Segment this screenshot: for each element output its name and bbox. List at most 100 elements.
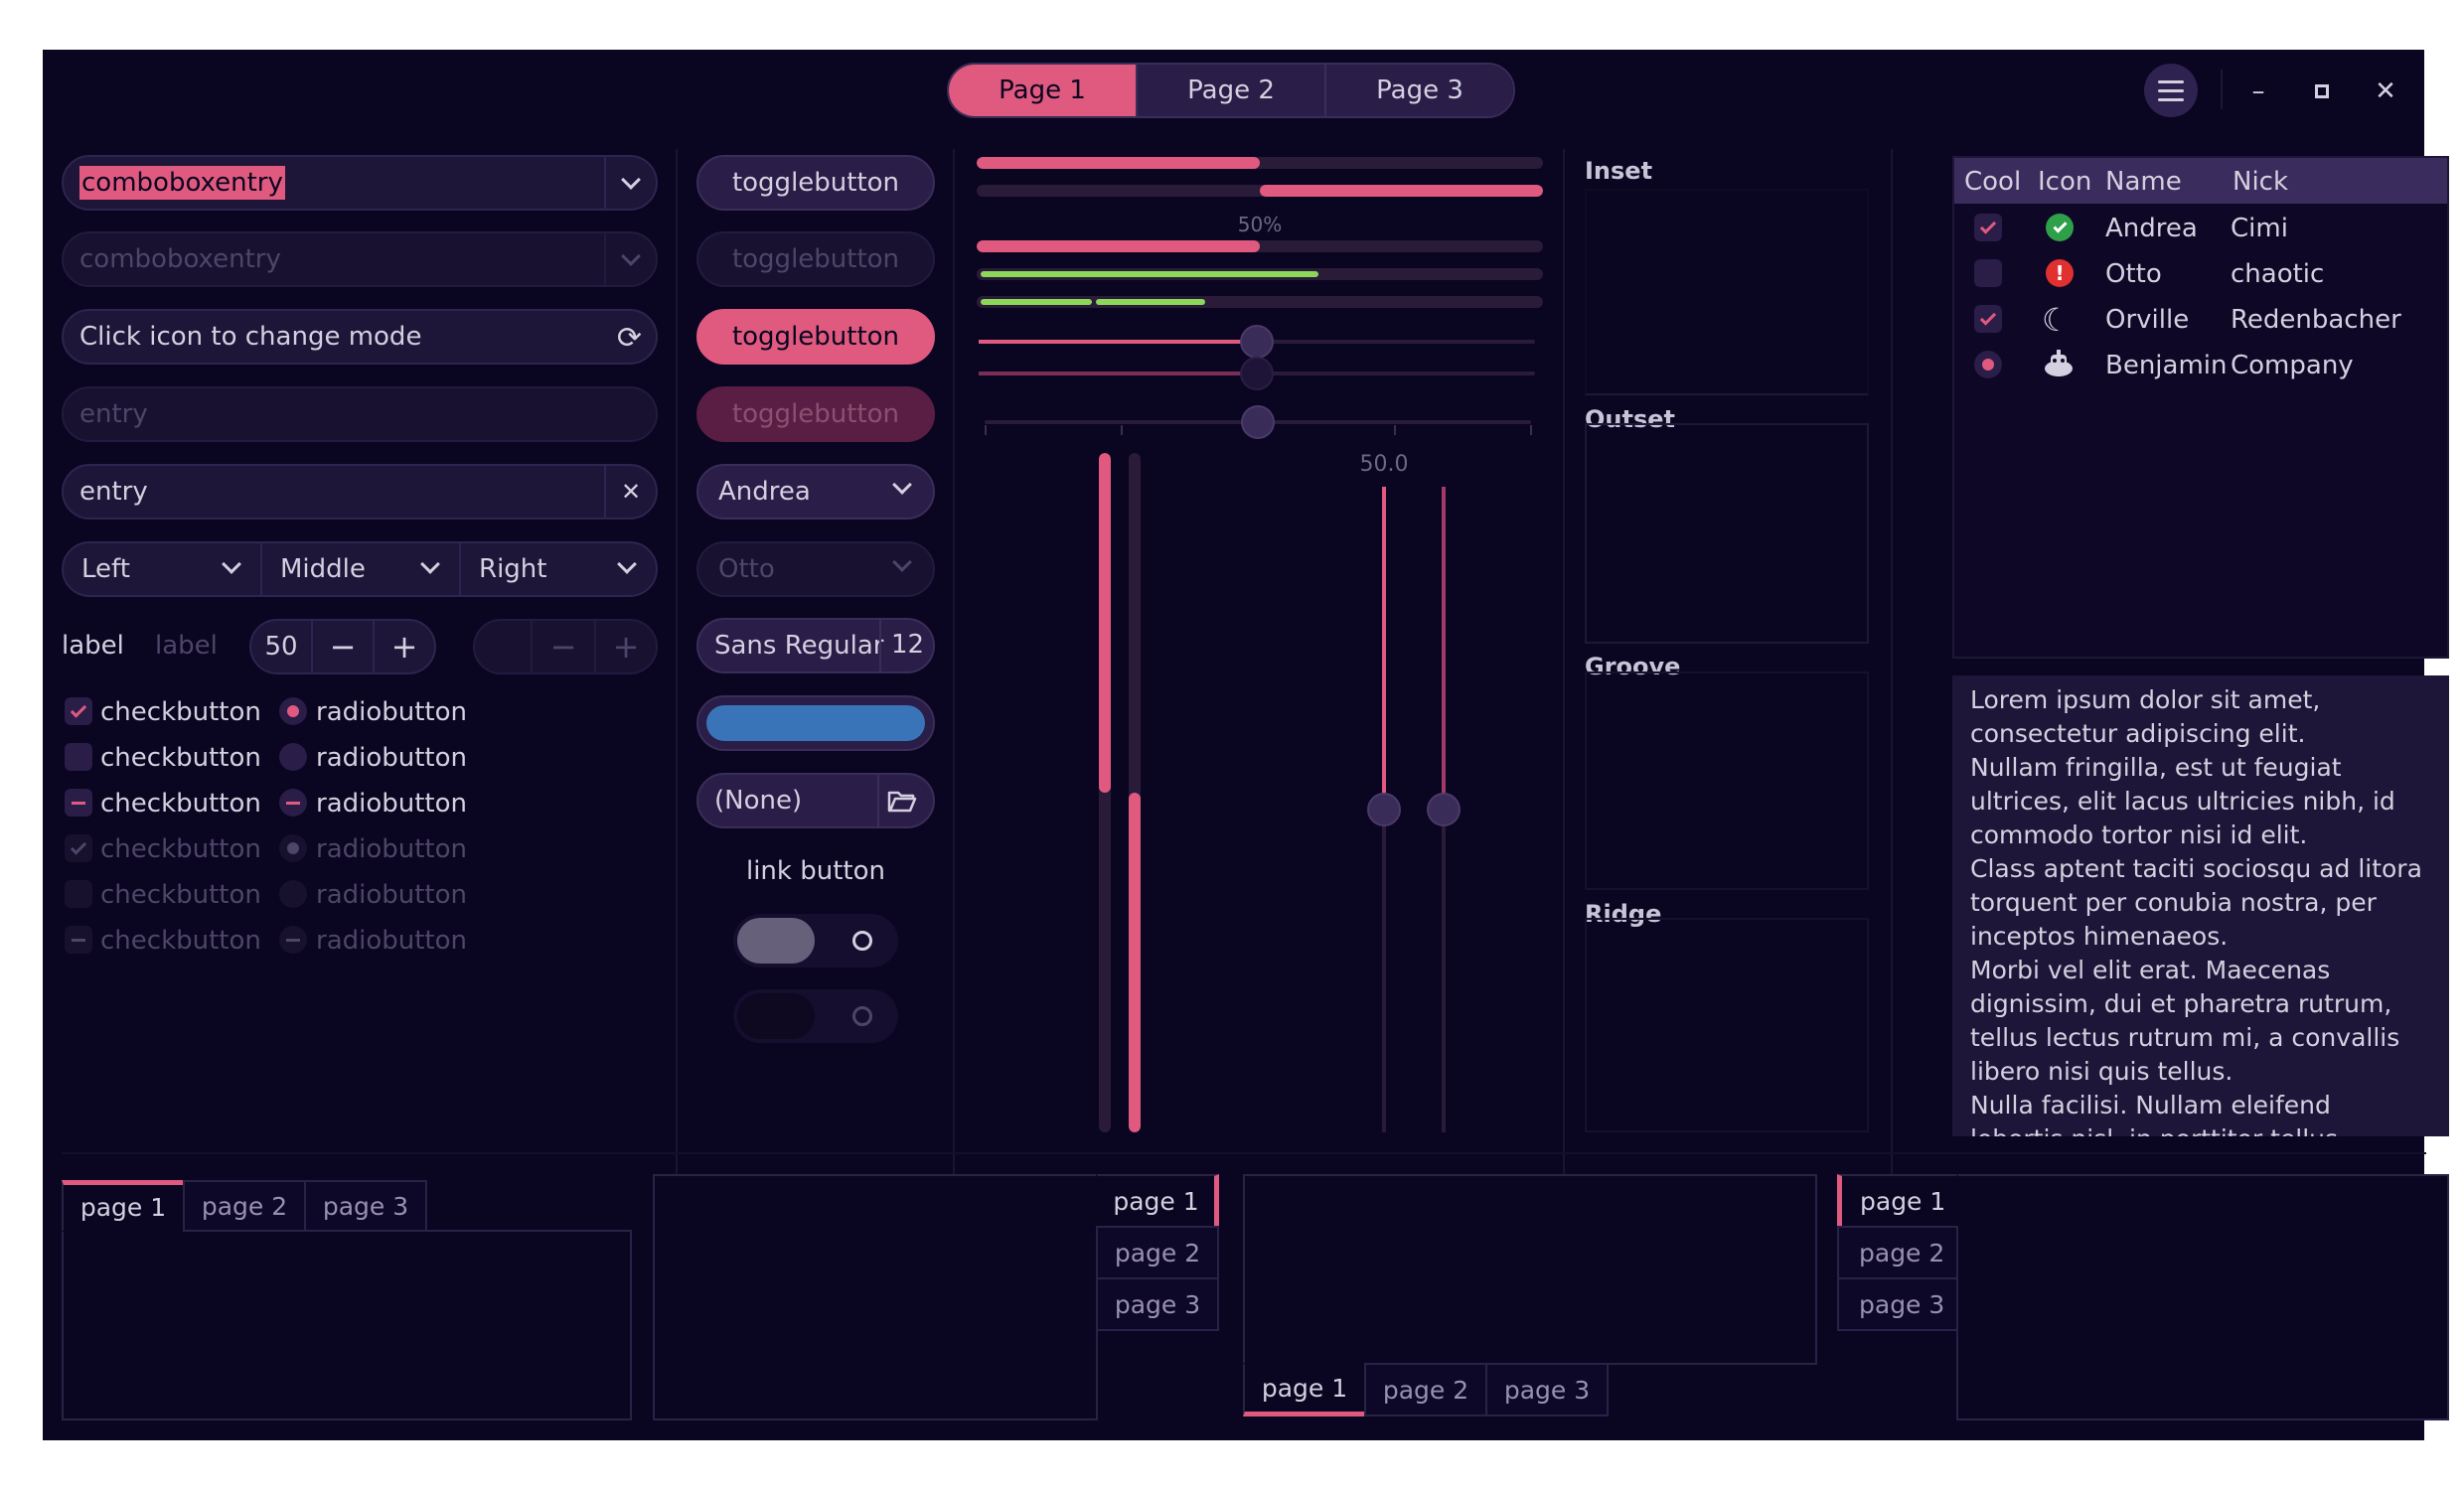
link-button[interactable]: link button bbox=[745, 856, 885, 886]
column-header-nick[interactable]: Nick bbox=[2233, 167, 2289, 197]
color-button[interactable] bbox=[696, 695, 935, 751]
menu-button[interactable] bbox=[2144, 64, 2198, 117]
checkbutton-label: checkbutton bbox=[100, 880, 261, 910]
scale-mark bbox=[1121, 425, 1123, 435]
combobox-entry[interactable]: comboboxentry bbox=[62, 155, 658, 211]
header-separator bbox=[2221, 70, 2223, 109]
combobox-entry-text[interactable]: comboboxentry bbox=[79, 166, 285, 200]
combo-left[interactable]: Left bbox=[64, 543, 260, 595]
column-header-name[interactable]: Name bbox=[2105, 167, 2182, 197]
notebook-4-page bbox=[1956, 1174, 2449, 1420]
tab-page-1[interactable]: Page 1 bbox=[949, 65, 1136, 116]
maximize-icon bbox=[2315, 84, 2329, 98]
notebook-4-tab-2[interactable]: page 2 bbox=[1837, 1226, 1958, 1279]
column-header-icon[interactable]: Icon bbox=[2038, 167, 2092, 197]
spin-button[interactable]: 50 − + bbox=[249, 619, 436, 674]
radiobutton-inconsistent-disabled bbox=[279, 926, 307, 954]
checkbutton-checked[interactable] bbox=[65, 697, 92, 725]
tab-page-2[interactable]: Page 2 bbox=[1136, 65, 1324, 116]
radiobutton-checked[interactable] bbox=[279, 697, 307, 725]
vertical-progress-2 bbox=[1129, 453, 1141, 1132]
spin-value[interactable]: 50 bbox=[264, 632, 298, 662]
clear-icon: ✕ bbox=[620, 478, 642, 506]
tree-row-radio[interactable] bbox=[1974, 351, 2002, 378]
minimize-icon: – bbox=[2251, 76, 2265, 106]
notebook-3-tab-1[interactable]: page 1 bbox=[1243, 1363, 1366, 1416]
notebook-1-tab-3[interactable]: page 3 bbox=[304, 1180, 427, 1232]
scale-mark bbox=[1530, 425, 1532, 435]
notebook-2-tab-1[interactable]: page 1 bbox=[1096, 1174, 1219, 1228]
progress-bar-1 bbox=[977, 157, 1543, 169]
progress-fill bbox=[1260, 185, 1543, 197]
checkbutton-label: checkbutton bbox=[100, 926, 261, 956]
dash-icon bbox=[72, 938, 85, 942]
error-icon: ! bbox=[2046, 259, 2074, 287]
column-separator bbox=[1563, 149, 1565, 1182]
spin-decrement-button[interactable]: − bbox=[311, 621, 373, 672]
column-separator bbox=[1891, 149, 1893, 1182]
hscale-3-knob[interactable] bbox=[1241, 405, 1275, 439]
notebook-1-tab-2[interactable]: page 2 bbox=[183, 1180, 306, 1232]
radiobutton-inconsistent[interactable] bbox=[279, 789, 307, 817]
combobox-andrea[interactable]: Andrea bbox=[696, 464, 935, 520]
text-view[interactable]: Lorem ipsum dolor sit amet, consectetur … bbox=[1952, 675, 2449, 1136]
icon-entry[interactable]: Click icon to change mode ⟳ bbox=[62, 309, 658, 365]
switch-off[interactable] bbox=[733, 914, 898, 968]
combobox-entry-disabled-dropdown bbox=[604, 233, 656, 285]
tree-row-check[interactable] bbox=[1974, 259, 2002, 287]
togglebutton[interactable]: togglebutton bbox=[696, 155, 935, 211]
checkbutton-unchecked[interactable] bbox=[65, 743, 92, 771]
checkbutton-label: checkbutton bbox=[100, 789, 261, 819]
tree-row-check[interactable] bbox=[1974, 305, 2002, 333]
tree-row-check[interactable] bbox=[1974, 214, 2002, 241]
spin-increment-button[interactable]: + bbox=[373, 621, 434, 672]
vscale-1-knob[interactable] bbox=[1367, 793, 1401, 826]
checkbutton-checked-disabled bbox=[65, 834, 92, 862]
combo-right-label: Right bbox=[479, 554, 547, 584]
notebook-3-page bbox=[1243, 1174, 1817, 1365]
checkbutton-inconsistent[interactable] bbox=[65, 789, 92, 817]
tree-cell-nick: Cimi bbox=[2231, 214, 2288, 243]
minimize-button[interactable]: – bbox=[2238, 72, 2278, 111]
bottom-separator bbox=[62, 1152, 2426, 1154]
radiobutton-unchecked[interactable] bbox=[279, 743, 307, 771]
combo-right[interactable]: Right bbox=[459, 543, 656, 595]
notebook-4-tab-1[interactable]: page 1 bbox=[1837, 1174, 1958, 1228]
notebook-3-tab-2[interactable]: page 2 bbox=[1364, 1363, 1487, 1416]
maximize-button[interactable] bbox=[2302, 72, 2342, 111]
column-header-cool[interactable]: Cool bbox=[1964, 167, 2022, 197]
clear-entry-button[interactable]: ✕ bbox=[604, 466, 656, 518]
notebook-2-tab-2[interactable]: page 2 bbox=[1096, 1226, 1219, 1279]
tab-page-3[interactable]: Page 3 bbox=[1324, 65, 1513, 116]
chevron-down-icon bbox=[621, 246, 641, 266]
column-separator bbox=[676, 149, 678, 1182]
column-separator bbox=[953, 149, 955, 1182]
vscale-2-knob[interactable] bbox=[1427, 793, 1461, 826]
togglebutton-active[interactable]: togglebutton bbox=[696, 309, 935, 365]
notebook-3-tab-3[interactable]: page 3 bbox=[1485, 1363, 1609, 1416]
notebook-2-tab-3[interactable]: page 3 bbox=[1096, 1277, 1219, 1331]
file-chooser-button[interactable]: (None) bbox=[696, 773, 935, 828]
close-button[interactable]: ✕ bbox=[2366, 72, 2405, 111]
entry[interactable]: entry ✕ bbox=[62, 464, 658, 520]
entry-disabled-placeholder: entry bbox=[79, 399, 148, 429]
level-bar-1 bbox=[977, 268, 1543, 280]
tree-cell-name: Otto bbox=[2105, 259, 2162, 289]
radiobutton-label: radiobutton bbox=[316, 697, 468, 727]
spin-decrement-disabled: − bbox=[531, 621, 594, 672]
entry-disabled: entry bbox=[62, 386, 658, 442]
refresh-icon[interactable]: ⟳ bbox=[616, 321, 642, 356]
combo-middle[interactable]: Middle bbox=[260, 543, 459, 595]
notebook-4-tab-3[interactable]: page 3 bbox=[1837, 1277, 1958, 1331]
tree-view[interactable]: Cool Icon Name Nick Andrea Cimi ! Otto c… bbox=[1952, 156, 2449, 659]
notebook-1-tab-1[interactable]: page 1 bbox=[62, 1180, 185, 1232]
frame-label-ridge: Ridge bbox=[1585, 900, 1662, 928]
entry-text[interactable]: entry bbox=[79, 477, 148, 507]
combobox-entry-dropdown[interactable] bbox=[604, 157, 656, 209]
radiobutton-checked-disabled bbox=[279, 834, 307, 862]
font-size: 12 bbox=[891, 630, 925, 660]
font-button[interactable]: Sans Regular 12 bbox=[696, 618, 935, 673]
label-disabled: label bbox=[155, 631, 218, 661]
hscale-1-knob[interactable] bbox=[1240, 325, 1274, 359]
text-view-content[interactable]: Lorem ipsum dolor sit amet, consectetur … bbox=[1970, 685, 2422, 1136]
